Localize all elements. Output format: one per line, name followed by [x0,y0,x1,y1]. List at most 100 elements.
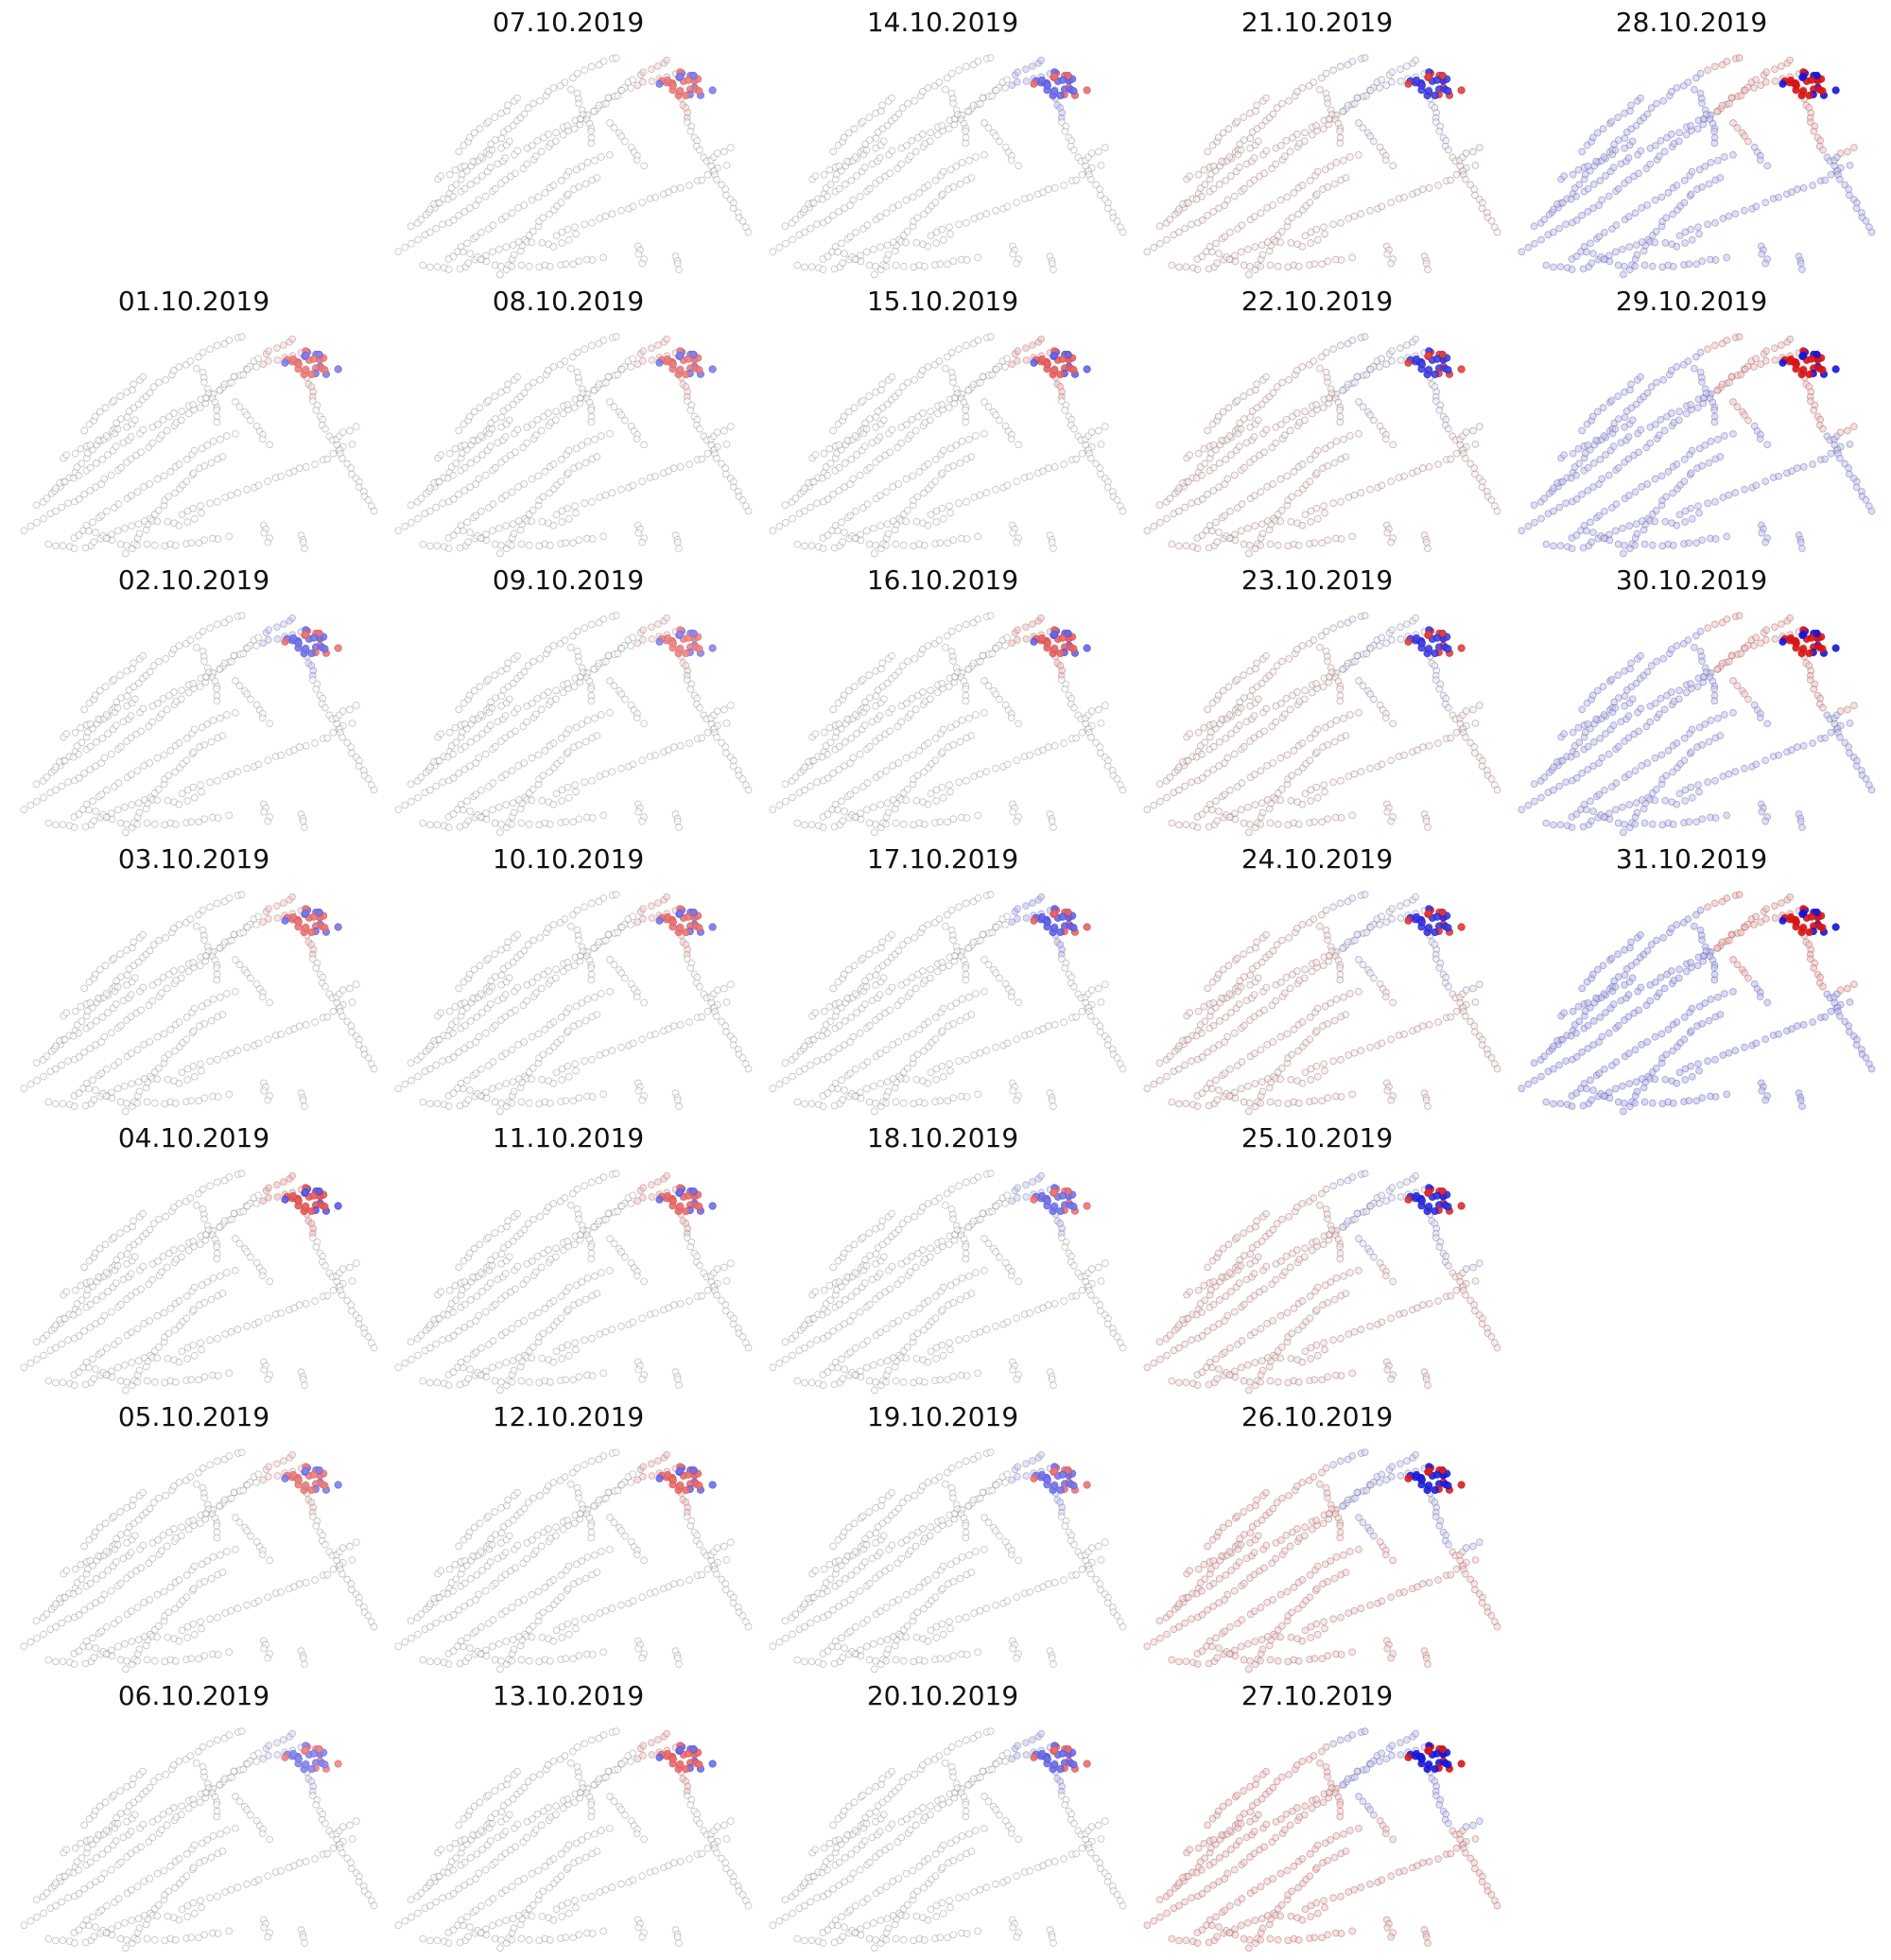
station-point [488,1261,496,1270]
station-point [492,136,499,144]
station-point [673,1654,682,1662]
station-point [564,1027,572,1035]
station-point [123,1378,130,1386]
station-point [154,1622,163,1630]
station-point [153,1032,162,1041]
station-point [473,1571,481,1579]
station-point [608,1883,616,1892]
station-point [175,1637,183,1645]
station-point [264,477,272,486]
station-point [301,1939,308,1947]
station-point [426,786,434,794]
station-point [663,893,671,901]
station-point [247,695,254,703]
station-point [481,192,490,200]
station-point [273,914,282,922]
station-point [495,1082,503,1090]
station-point [513,930,521,939]
station-point [264,1375,272,1383]
station-point [52,1936,60,1945]
station-point [648,78,656,85]
station-point [606,1266,614,1275]
station-point [432,1340,441,1348]
station-point [673,1375,682,1383]
station-point [491,1229,499,1237]
station-point [505,974,513,982]
station-point [466,1365,474,1373]
map-panel-07.10.2019: 07.10.2019 [394,7,753,279]
station-point [562,260,570,269]
station-point [581,1057,588,1066]
station-point [501,213,510,220]
station-point [186,915,195,923]
station-point [482,257,491,266]
station-point [32,501,41,510]
station-point [177,1532,185,1540]
station-point [604,94,613,102]
station-point [588,1930,597,1937]
station-point [264,1035,272,1044]
station-point [220,1217,229,1225]
station-point [162,933,170,942]
station-point [513,1209,521,1218]
station-point [323,1570,332,1579]
station-point [591,1551,599,1559]
station-point [529,421,536,428]
station-point [234,489,242,497]
station-point [685,460,693,468]
station-point [408,518,415,527]
station-point [64,1336,72,1344]
station-point [139,1541,147,1550]
station-point [130,1496,137,1504]
station-point [545,1525,552,1533]
station-point [243,485,251,494]
station-point [170,1525,178,1533]
station-point [496,1944,504,1952]
station-point [258,435,267,443]
station-point [175,1079,183,1087]
station-point [140,1633,148,1640]
station-point [564,514,573,523]
station-point [640,162,649,170]
station-point [104,730,112,737]
station-point [171,489,179,497]
station-point [117,1858,125,1866]
station-point [472,1069,480,1078]
map-panel-02.10.2019: 02.10.2019 [20,564,378,837]
station-point [627,921,634,928]
station-point [75,1611,83,1619]
station-point [552,1802,560,1811]
station-point [562,1097,570,1105]
station-point [545,967,552,975]
station-point [364,774,373,783]
station-point [394,248,403,256]
station-point [154,979,162,986]
station-point [128,1080,136,1087]
station-point [295,1301,304,1310]
station-point [258,714,267,722]
station-point [676,463,685,471]
station-point [103,1901,111,1910]
station-point [127,1328,135,1336]
station-point [311,460,319,468]
station-point [92,1086,99,1094]
station-point [171,1099,180,1107]
station-point [599,1369,608,1378]
station-point [182,1571,191,1579]
station-point [575,378,582,387]
station-point [260,1644,269,1653]
station-point [280,899,287,907]
station-point [198,1903,205,1912]
station-point [473,177,481,184]
station-point [20,806,28,814]
station-point [206,1894,214,1902]
station-point [472,790,480,799]
station-point [252,1200,260,1207]
station-point [75,531,83,540]
station-point [95,1244,104,1253]
station-point [575,99,582,108]
station-point [346,984,354,993]
station-point [551,1253,560,1261]
station-point [512,1006,519,1015]
station-point [488,248,496,256]
